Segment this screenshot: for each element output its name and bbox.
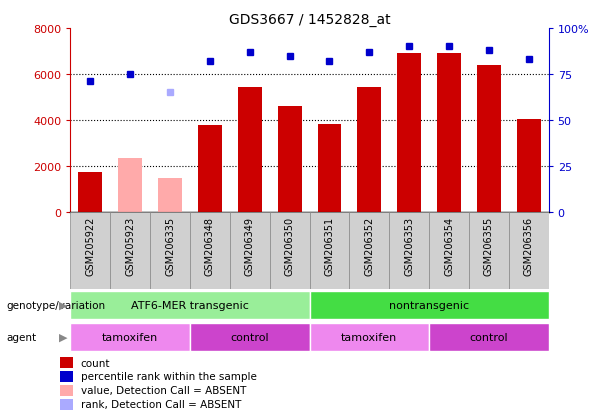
- Bar: [60, 385, 73, 396]
- Text: agent: agent: [6, 332, 36, 342]
- Bar: [70, 323, 190, 351]
- Text: GSM206351: GSM206351: [324, 216, 335, 275]
- Bar: [429, 213, 469, 289]
- Bar: [477, 66, 501, 213]
- Text: GSM206354: GSM206354: [444, 216, 454, 275]
- Bar: [270, 213, 310, 289]
- Bar: [517, 120, 541, 213]
- Text: GSM206350: GSM206350: [284, 216, 295, 275]
- Bar: [397, 54, 421, 213]
- Bar: [318, 124, 341, 213]
- Bar: [70, 213, 110, 289]
- Bar: [158, 178, 182, 213]
- Bar: [349, 213, 389, 289]
- Text: control: control: [230, 332, 269, 342]
- Bar: [238, 88, 262, 213]
- Bar: [190, 213, 230, 289]
- Text: count: count: [80, 358, 110, 368]
- Text: GSM206348: GSM206348: [205, 216, 215, 275]
- Bar: [437, 54, 461, 213]
- Bar: [70, 291, 310, 320]
- Text: GSM205923: GSM205923: [125, 216, 135, 275]
- Bar: [110, 213, 150, 289]
- Text: GSM206353: GSM206353: [404, 216, 414, 275]
- Text: percentile rank within the sample: percentile rank within the sample: [80, 372, 256, 382]
- Bar: [190, 323, 310, 351]
- Bar: [310, 323, 429, 351]
- Bar: [310, 291, 549, 320]
- Bar: [357, 88, 381, 213]
- Text: genotype/variation: genotype/variation: [6, 300, 105, 310]
- Text: control: control: [470, 332, 508, 342]
- Text: ▶: ▶: [59, 300, 67, 310]
- Title: GDS3667 / 1452828_at: GDS3667 / 1452828_at: [229, 12, 390, 26]
- Bar: [469, 213, 509, 289]
- Bar: [198, 126, 222, 213]
- Bar: [60, 358, 73, 368]
- Bar: [230, 213, 270, 289]
- Text: value, Detection Call = ABSENT: value, Detection Call = ABSENT: [80, 385, 246, 395]
- Bar: [150, 213, 190, 289]
- Text: GSM206355: GSM206355: [484, 216, 494, 275]
- Text: GSM206349: GSM206349: [245, 216, 255, 275]
- Bar: [429, 323, 549, 351]
- Bar: [278, 107, 302, 213]
- Text: ATF6-MER transgenic: ATF6-MER transgenic: [131, 300, 249, 310]
- Text: GSM206352: GSM206352: [364, 216, 375, 275]
- Text: nontransgenic: nontransgenic: [389, 300, 469, 310]
- Bar: [60, 371, 73, 382]
- Text: GSM205922: GSM205922: [85, 216, 96, 276]
- Text: ▶: ▶: [59, 332, 67, 342]
- Text: GSM206356: GSM206356: [524, 216, 534, 275]
- Text: rank, Detection Call = ABSENT: rank, Detection Call = ABSENT: [80, 399, 241, 409]
- Bar: [509, 213, 549, 289]
- Bar: [389, 213, 429, 289]
- Bar: [78, 173, 102, 213]
- Text: tamoxifen: tamoxifen: [341, 332, 397, 342]
- Bar: [310, 213, 349, 289]
- Text: tamoxifen: tamoxifen: [102, 332, 158, 342]
- Bar: [60, 399, 73, 410]
- Text: GSM206335: GSM206335: [165, 216, 175, 275]
- Bar: [118, 159, 142, 213]
